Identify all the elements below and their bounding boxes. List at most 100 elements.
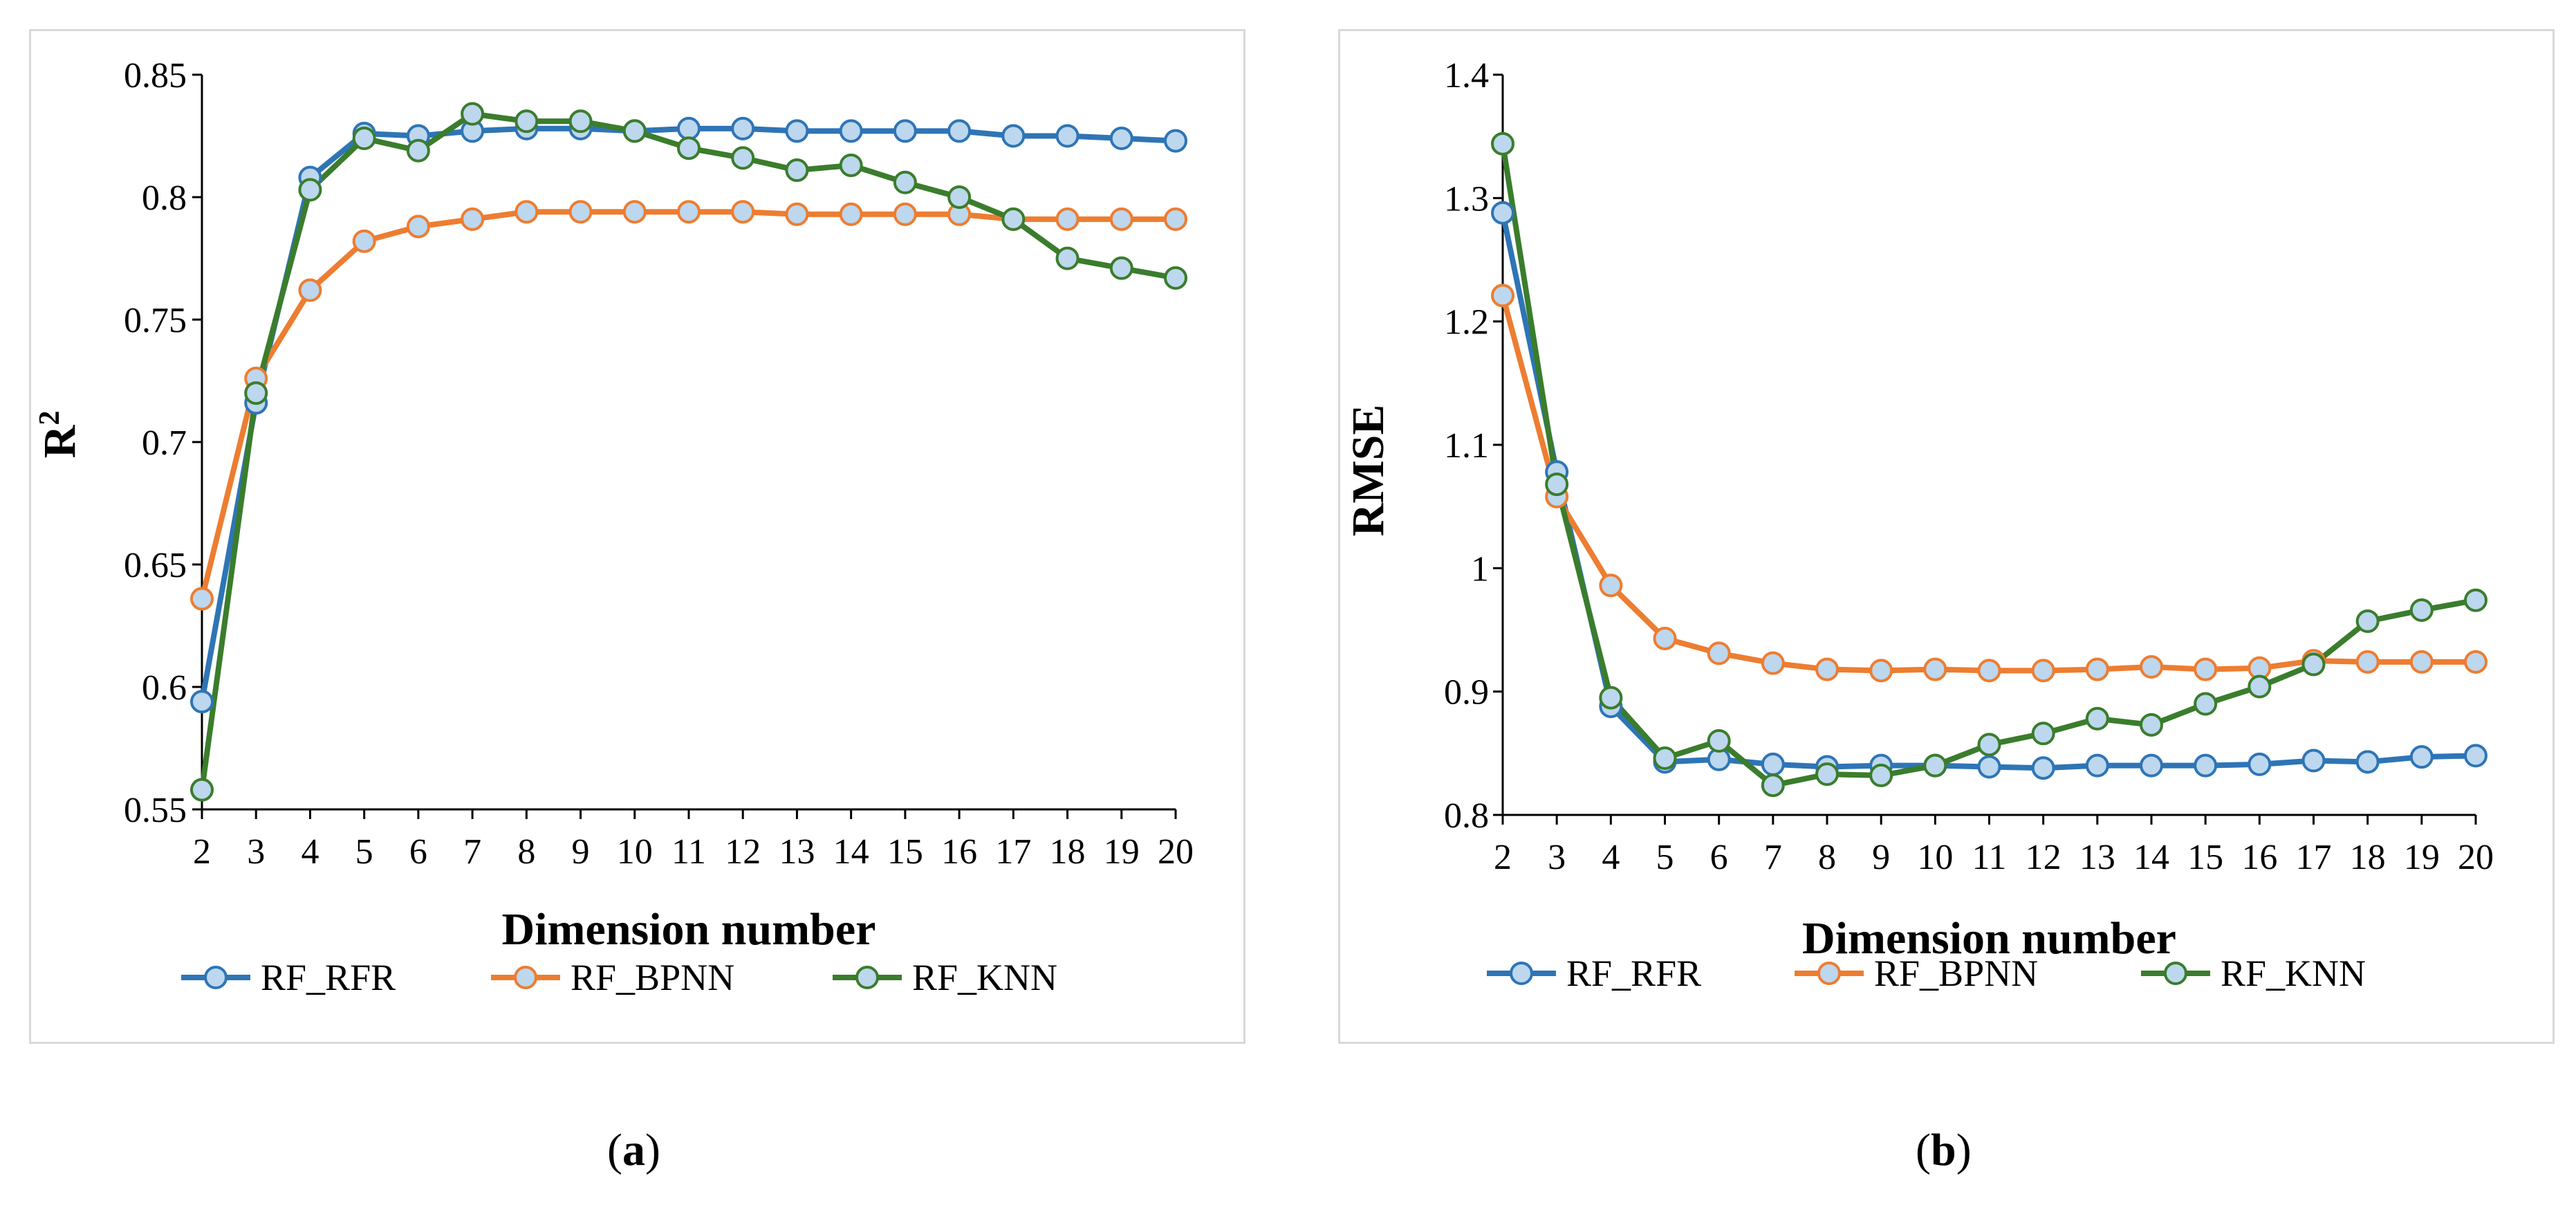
chart-a-point-rf-bpnn xyxy=(406,214,430,239)
chart-b-point-rf-knn xyxy=(1761,773,1785,798)
chart-b-point-rf-bpnn xyxy=(2085,657,2109,681)
chart-b-point-rf-knn xyxy=(1815,762,1839,787)
chart-panel-b xyxy=(1338,29,2555,1044)
chart-a-legend-marker xyxy=(855,966,879,989)
chart-a-x-tick-label: 4 xyxy=(301,832,319,872)
chart-a-x-tick-label: 8 xyxy=(517,832,535,872)
chart-a-point-rf-bpnn xyxy=(461,207,485,231)
chart-b-point-rf-rfr xyxy=(2140,753,2163,778)
chart-a-x-tick-label: 3 xyxy=(247,832,265,872)
chart-b-point-rf-knn xyxy=(1599,686,1623,710)
chart-b-line-rf-rfr xyxy=(1500,212,2476,771)
chart-a-point-rf-bpnn xyxy=(568,200,593,224)
chart-b-x-tick-label: 20 xyxy=(2458,838,2494,877)
chart-a-x-tick-label: 14 xyxy=(833,832,869,872)
chart-b-point-rf-knn xyxy=(1653,746,1677,770)
chart-b-legend-label: RF_KNN xyxy=(2221,953,2366,994)
chart-a-point-rf-bpnn xyxy=(190,587,214,611)
chart-a-point-rf-bpnn xyxy=(731,200,755,224)
chart-a-point-rf-knn xyxy=(406,138,430,163)
chart-b-x-tick-label: 10 xyxy=(1917,838,1953,877)
chart-b-line-rf-knn xyxy=(1500,143,2476,789)
chart-b-point-rf-knn xyxy=(2085,706,2109,731)
chart-b-point-rf-knn xyxy=(2140,713,2163,737)
chart-a-x-tick-label: 16 xyxy=(941,832,977,872)
chart-a-x-tick-label: 9 xyxy=(572,832,590,872)
chart-b-point-rf-bpnn xyxy=(2409,650,2434,674)
chart-b-point-rf-bpnn xyxy=(1761,651,1785,675)
chart-a-point-rf-knn xyxy=(568,109,593,134)
chart-b-point-rf-rfr xyxy=(2085,753,2109,778)
chart-a-point-rf-knn xyxy=(1109,256,1133,280)
chart-a-x-tick-label: 17 xyxy=(995,832,1031,872)
chart-b-point-rf-knn xyxy=(2301,652,2326,677)
chart-b-point-rf-rfr xyxy=(2248,752,2272,776)
chart-b-x-tick-label: 15 xyxy=(2187,838,2223,877)
chart-a-legend-marker xyxy=(514,966,537,989)
chart-b-point-rf-rfr xyxy=(1491,201,1514,225)
chart-b-legend-marker xyxy=(1817,962,1841,985)
chart-a-y-tick-label: 0.55 xyxy=(124,791,187,830)
chart-b-point-rf-knn xyxy=(2355,609,2380,634)
chart-b-point-rf-rfr xyxy=(2464,744,2487,768)
chart-a-point-rf-knn xyxy=(515,109,539,134)
chart-b-y-tick-label: 0.8 xyxy=(1444,796,1489,836)
chart-b-point-rf-knn xyxy=(1977,733,2001,757)
chart-b-point-rf-rfr xyxy=(2194,753,2218,778)
chart-a-point-rf-bpnn xyxy=(1109,207,1133,231)
chart-a-r2: 0.550.60.650.70.750.80.852 3 4 5 6 7 8 9 10 11 12 1… xyxy=(34,56,1194,998)
chart-a-x-tick-label: 10 xyxy=(617,832,653,872)
chart-b-point-rf-knn xyxy=(1923,753,1947,778)
chart-a-y-tick-label: 0.8 xyxy=(142,178,187,218)
chart-b-x-tick-label: 16 xyxy=(2241,838,2277,877)
chart-b-point-rf-bpnn xyxy=(1599,573,1623,598)
chart-b-point-rf-rfr xyxy=(1761,752,1785,776)
caption-b-close: ) xyxy=(1956,1125,1972,1175)
chart-b-point-rf-knn xyxy=(1707,729,1731,753)
chart-b-x-tick-label: 14 xyxy=(2133,838,2169,877)
caption-a-letter: a xyxy=(622,1125,645,1175)
chart-a-x-tick-label: 19 xyxy=(1104,832,1140,872)
chart-a-x-tick-label: 2 xyxy=(193,832,211,872)
chart-b-point-rf-knn xyxy=(2031,722,2055,746)
chart-b-point-rf-bpnn xyxy=(1977,659,2001,683)
caption-a-close: ) xyxy=(645,1125,660,1175)
chart-a-x-tick-label: 18 xyxy=(1050,832,1086,872)
chart-a-legend-marker xyxy=(204,966,228,989)
chart-b-x-tick-label: 17 xyxy=(2296,838,2332,877)
chart-b-point-rf-bpnn xyxy=(2355,650,2380,674)
chart-b-y-tick-label: 1.4 xyxy=(1444,56,1489,95)
chart-a-point-rf-bpnn xyxy=(352,229,376,253)
chart-a-point-rf-knn xyxy=(352,127,376,151)
chart-b-x-tick-label: 12 xyxy=(2026,838,2061,877)
chart-b-y-tick-label: 1.2 xyxy=(1444,303,1489,342)
chart-a-y-tick-label: 0.85 xyxy=(124,56,187,95)
caption-a-open: ( xyxy=(607,1125,622,1175)
chart-a-y-tick-label: 0.75 xyxy=(124,301,187,340)
chart-b-point-rf-knn xyxy=(2464,588,2487,612)
chart-b-y-axis-title: RMSE xyxy=(1343,405,1393,537)
chart-b-point-rf-bpnn xyxy=(2031,659,2055,683)
chart-a-line-rf-bpnn xyxy=(199,209,1176,600)
chart-a-point-rf-knn xyxy=(1055,246,1079,270)
chart-a-point-rf-rfr xyxy=(1001,124,1026,148)
chart-a-point-rf-rfr xyxy=(839,119,863,143)
chart-a-point-rf-knn xyxy=(677,136,701,160)
chart-b-point-rf-bpnn xyxy=(1707,641,1731,665)
chart-b-point-rf-bpnn xyxy=(1869,659,1893,683)
chart-b-x-tick-label: 13 xyxy=(2079,838,2115,877)
chart-a-point-rf-knn xyxy=(461,102,485,126)
chart-a-point-rf-bpnn xyxy=(677,200,701,224)
chart-b-point-rf-knn xyxy=(1869,763,1893,787)
chart-a-point-rf-rfr xyxy=(1164,129,1187,153)
chart-a-y-axis-title-sup: 2 xyxy=(34,411,66,425)
chart-a-point-rf-rfr xyxy=(893,119,917,143)
chart-b-legend-marker xyxy=(2164,962,2187,985)
chart-b-x-tick-label: 6 xyxy=(1710,838,1728,877)
chart-b-legend-marker xyxy=(1510,962,1533,985)
chart-a-point-rf-rfr xyxy=(947,119,972,143)
chart-b-point-rf-knn xyxy=(1545,472,1569,497)
chart-a-legend-label: RF_BPNN xyxy=(571,957,734,998)
chart-a-point-rf-knn xyxy=(893,170,917,194)
chart-a-x-tick-label: 15 xyxy=(887,832,923,872)
